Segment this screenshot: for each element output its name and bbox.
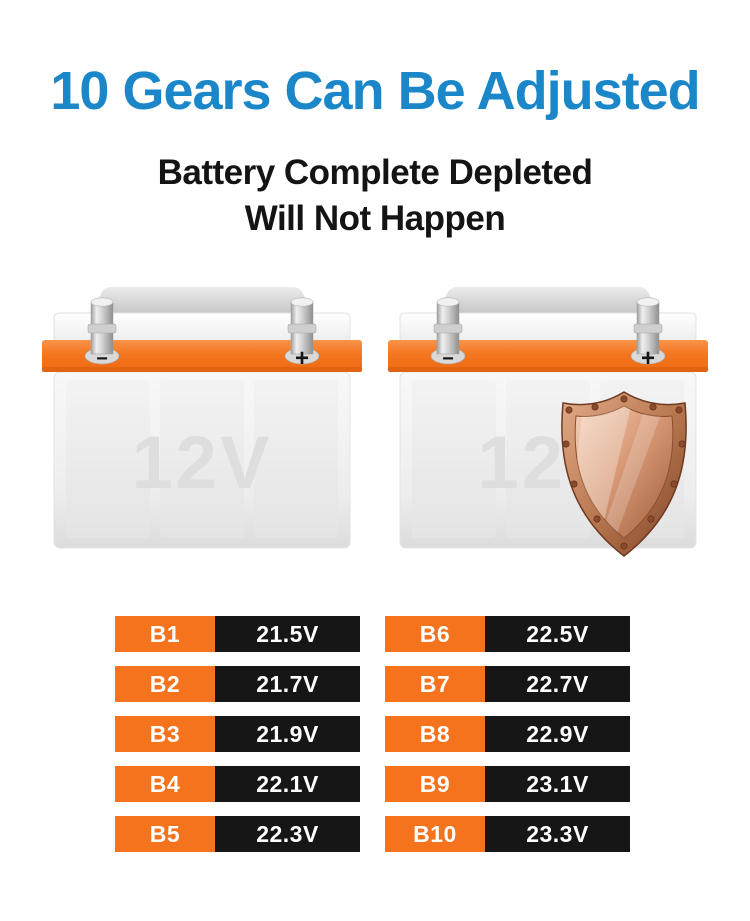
table-row: B7 22.7V <box>385 666 630 702</box>
page-title: 10 Gears Can Be Adjusted <box>50 61 700 121</box>
table-row: B6 22.5V <box>385 616 630 652</box>
gear-label: B1 <box>115 616 215 652</box>
gear-label: B3 <box>115 716 215 752</box>
shield-rivets <box>562 395 686 550</box>
gear-table-right-column: B6 22.5V B7 22.7V B8 22.9V B9 23.1V B10 … <box>385 616 630 866</box>
gear-table-left-column: B1 21.5V B2 21.7V B3 21.9V B4 22.1V B5 2… <box>115 616 360 866</box>
table-row: B5 22.3V <box>115 816 360 852</box>
voltage-value: 21.5V <box>215 616 360 652</box>
voltage-value: 22.1V <box>215 766 360 802</box>
protection-shield-icon <box>561 391 687 557</box>
table-row: B1 21.5V <box>115 616 360 652</box>
gear-label: B2 <box>115 666 215 702</box>
table-row: B4 22.1V <box>115 766 360 802</box>
battery-left-illustration <box>42 286 362 549</box>
voltage-value: 22.3V <box>215 816 360 852</box>
subtitle-line-1: Battery Complete Depleted <box>157 153 593 192</box>
voltage-value: 22.9V <box>485 716 630 752</box>
voltage-value: 21.9V <box>215 716 360 752</box>
table-row: B2 21.7V <box>115 666 360 702</box>
voltage-value: 23.1V <box>485 766 630 802</box>
gear-voltage-table: B1 21.5V B2 21.7V B3 21.9V B4 22.1V B5 2… <box>115 616 630 852</box>
gear-label: B7 <box>385 666 485 702</box>
voltage-value: 22.7V <box>485 666 630 702</box>
voltage-value: 22.5V <box>485 616 630 652</box>
table-row: B8 22.9V <box>385 716 630 752</box>
table-row: B9 23.1V <box>385 766 630 802</box>
table-row: B10 23.3V <box>385 816 630 852</box>
voltage-value: 23.3V <box>485 816 630 852</box>
voltage-value: 21.7V <box>215 666 360 702</box>
subtitle-line-2: Will Not Happen <box>244 199 506 238</box>
gear-label: B8 <box>385 716 485 752</box>
shield-inner <box>574 405 674 539</box>
gear-label: B6 <box>385 616 485 652</box>
gear-label: B5 <box>115 816 215 852</box>
gear-label: B10 <box>385 816 485 852</box>
subtitle: Battery Complete Depleted Will Not Happe… <box>0 150 750 242</box>
gear-label: B4 <box>115 766 215 802</box>
gear-label: B9 <box>385 766 485 802</box>
table-row: B3 21.9V <box>115 716 360 752</box>
